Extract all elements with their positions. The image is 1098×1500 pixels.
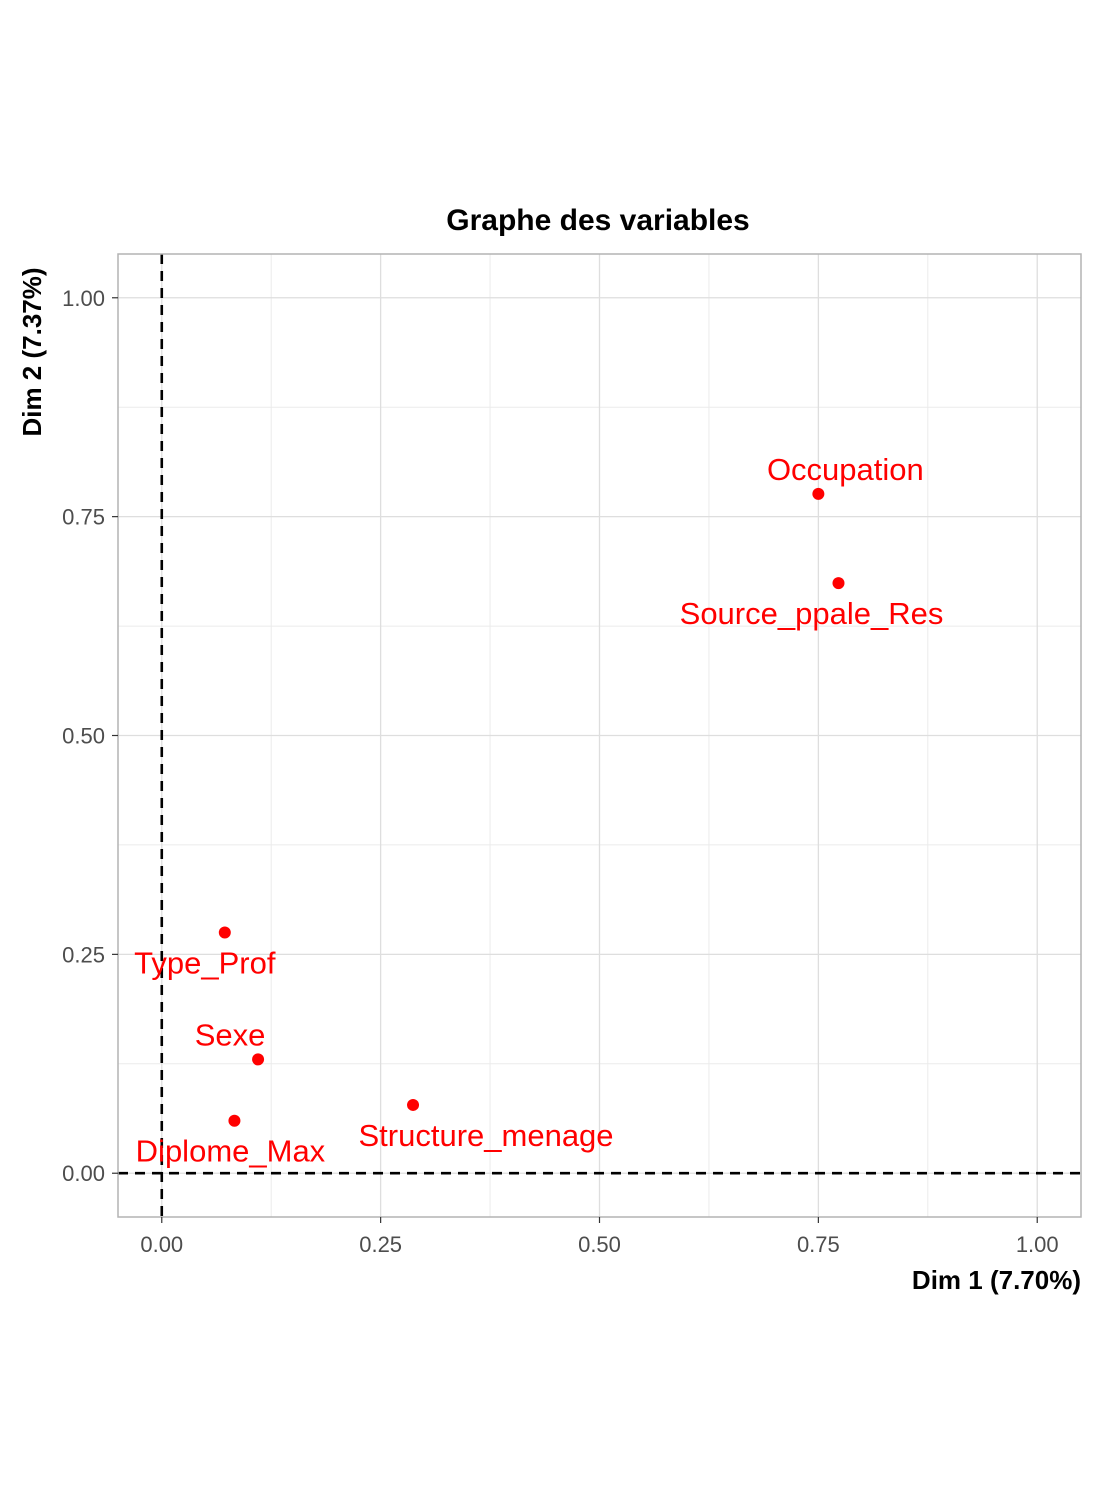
x-tick-label: 0.75 — [797, 1232, 840, 1257]
point-labels: Occupation Source_ppale_Res Type_Prof Sexe S… — [134, 452, 943, 1169]
y-tick-label: 0.25 — [62, 942, 105, 967]
data-point — [832, 577, 845, 590]
data-point-label: Diplome_Max — [136, 1134, 326, 1169]
y-tick-label: 0.00 — [62, 1161, 105, 1186]
axis-ticks: 0.00 0.25 0.50 0.75 1.00 0.00 0.25 0.50 0.75 1.00 — [62, 286, 1058, 1257]
data-point — [812, 487, 825, 500]
data-point-label: Structure_menage — [359, 1118, 614, 1153]
data-point — [407, 1098, 420, 1111]
grid — [118, 254, 1081, 1217]
points — [218, 487, 845, 1127]
data-point-label: Sexe — [195, 1017, 266, 1052]
y-tick-label: 1.00 — [62, 286, 105, 311]
y-tick-label: 0.75 — [62, 505, 105, 530]
reference-lines — [118, 254, 1081, 1217]
x-tick-label: 0.00 — [140, 1232, 183, 1257]
y-axis-label: Dim 2 (7.37%) — [17, 267, 47, 436]
data-point — [218, 926, 231, 939]
y-tick-label: 0.50 — [62, 724, 105, 749]
x-tick-label: 1.00 — [1016, 1232, 1059, 1257]
x-tick-label: 0.25 — [359, 1232, 402, 1257]
data-point — [252, 1053, 265, 1066]
chart-title: Graphe des variables — [446, 204, 750, 237]
x-tick-label: 0.50 — [578, 1232, 621, 1257]
data-point-label: Source_ppale_Res — [680, 596, 944, 631]
data-point-label: Type_Prof — [134, 945, 276, 980]
x-axis-label: Dim 1 (7.70%) — [912, 1265, 1081, 1295]
data-point — [228, 1114, 241, 1127]
data-point-label: Occupation — [767, 452, 924, 487]
